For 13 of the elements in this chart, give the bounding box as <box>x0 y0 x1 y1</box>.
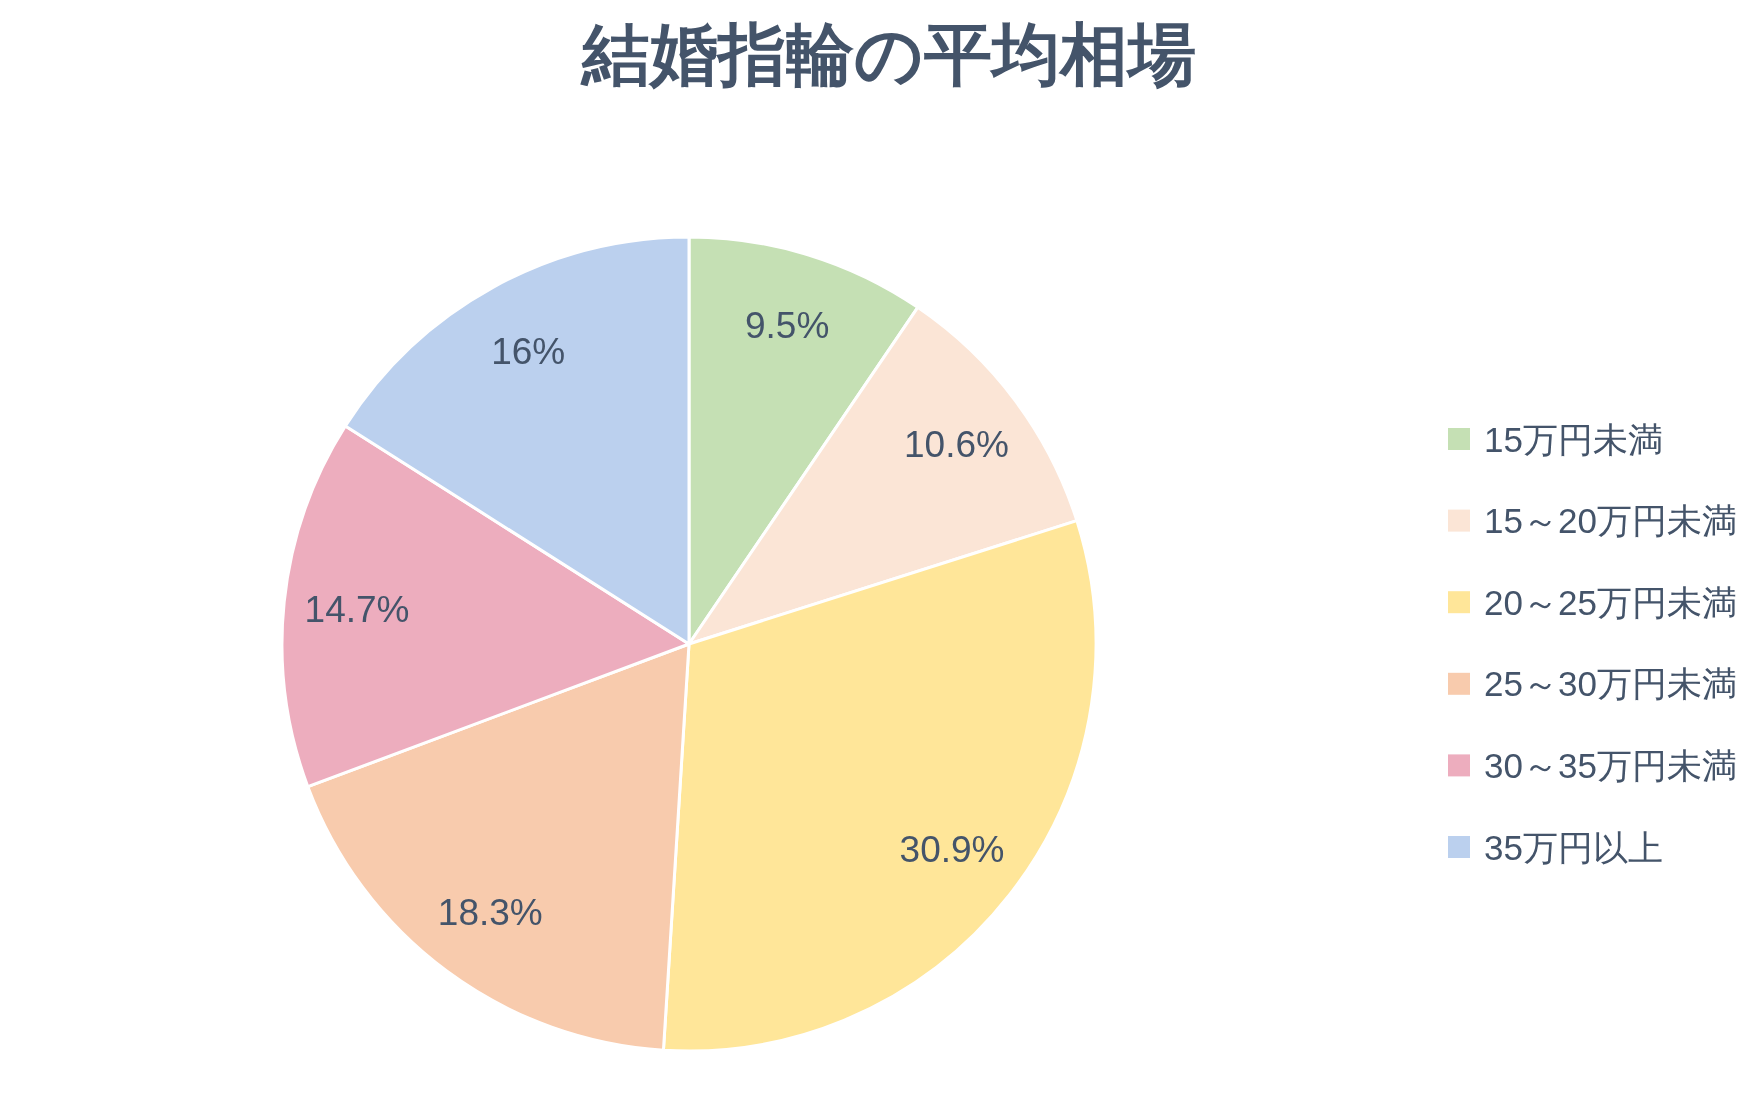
legend-label: 15万円未満 <box>1484 419 1663 459</box>
data-label: 18.3% <box>437 891 543 933</box>
chart-title: 結婚指輪の平均相場 <box>580 16 1196 92</box>
data-label: 9.5% <box>744 304 830 346</box>
legend-label: 15～20万円未満 <box>1484 501 1737 541</box>
legend-label: 25～30万円未満 <box>1484 664 1737 704</box>
data-label: 16% <box>491 331 566 373</box>
data-label: 14.7% <box>304 588 410 630</box>
legend-label: 20～25万円未満 <box>1484 582 1737 622</box>
data-label: 10.6% <box>904 423 1009 465</box>
legend-label: 35万円以上 <box>1484 827 1663 867</box>
data-label: 30.9% <box>899 828 1005 870</box>
legend-label: 30～35万円未満 <box>1484 745 1737 785</box>
